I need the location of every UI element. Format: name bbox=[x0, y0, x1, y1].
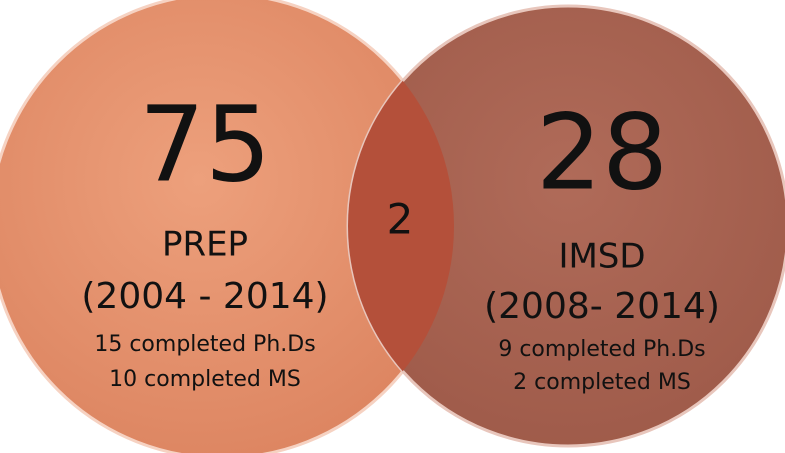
set-count: 75 bbox=[139, 83, 271, 205]
set-count: 28 bbox=[536, 91, 668, 213]
set-detail: 15 completed Ph.Ds bbox=[94, 332, 315, 357]
intersection-count: 2 bbox=[387, 195, 414, 244]
set-label: IMSD bbox=[558, 237, 645, 277]
set-detail: 10 completed MS bbox=[109, 367, 301, 392]
set-label: PREP bbox=[162, 225, 248, 265]
set-period: (2008- 2014) bbox=[484, 286, 720, 327]
set-detail: 2 completed MS bbox=[513, 370, 691, 395]
set-period: (2004 - 2014) bbox=[81, 276, 328, 317]
set-detail: 9 completed Ph.Ds bbox=[498, 337, 705, 362]
